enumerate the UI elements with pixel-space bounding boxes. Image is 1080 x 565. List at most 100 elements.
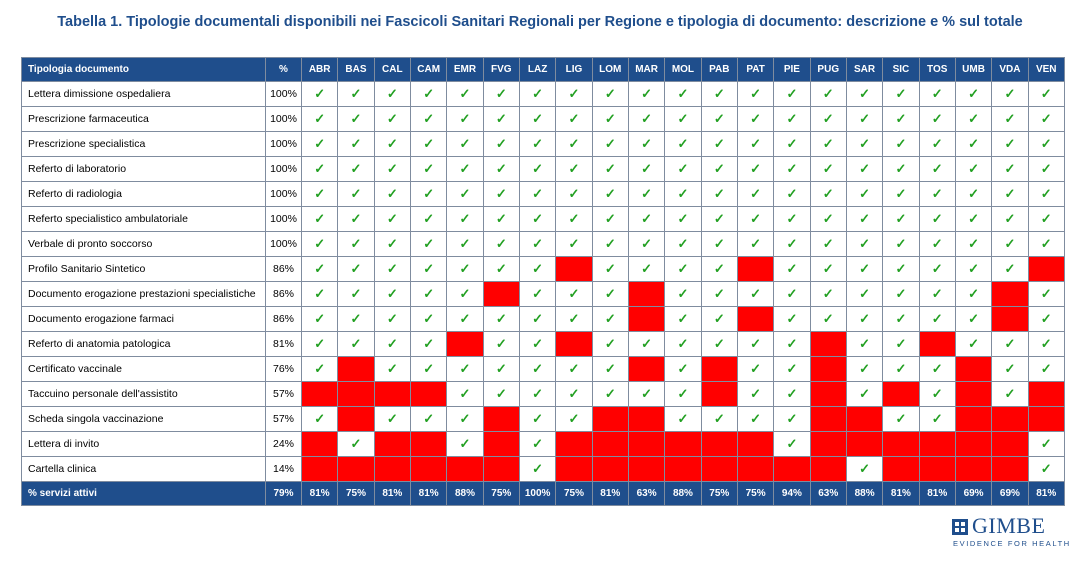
availability-cell-available: ✓ (882, 406, 920, 432)
footer-region-percent: 75% (482, 481, 520, 506)
document-type-percent: 86% (265, 281, 302, 307)
check-icon: ✓ (713, 161, 725, 176)
availability-cell-available: ✓ (773, 156, 811, 182)
check-icon: ✓ (895, 286, 907, 301)
availability-cell-available: ✓ (518, 81, 557, 107)
check-icon: ✓ (786, 436, 798, 451)
availability-cell-available: ✓ (918, 281, 956, 307)
check-icon: ✓ (677, 86, 689, 101)
availability-cell-available: ✓ (300, 131, 339, 157)
availability-cell-available: ✓ (555, 181, 593, 207)
check-icon: ✓ (641, 386, 653, 401)
availability-cell-available: ✓ (664, 231, 702, 257)
check-icon: ✓ (859, 461, 871, 476)
document-type-name: Referto di radiologia (21, 181, 266, 207)
check-icon: ✓ (786, 236, 798, 251)
check-icon: ✓ (822, 261, 834, 276)
availability-cell-available: ✓ (918, 181, 956, 207)
footer-region-percent: 88% (845, 481, 884, 506)
check-icon: ✓ (931, 111, 943, 126)
check-icon: ✓ (495, 386, 507, 401)
check-icon: ✓ (423, 186, 435, 201)
table-row: Referto di anatomia patologica 81% ✓ ✓ ✓ ✓ ✓ ✓ ✓… (21, 331, 1065, 357)
availability-cell-available: ✓ (954, 281, 993, 307)
availability-cell-unavailable (337, 356, 375, 382)
check-icon: ✓ (495, 186, 507, 201)
document-type-name: Lettera di invito (21, 431, 266, 457)
availability-cell-available: ✓ (1027, 181, 1065, 207)
availability-cell-unavailable (700, 456, 738, 482)
table-footer-row: % servizi attivi 79% 81% 75% 81% 81% 88% 75% 1… (21, 481, 1065, 506)
availability-cell-available: ✓ (591, 331, 629, 357)
availability-cell-available: ✓ (518, 406, 557, 432)
document-type-percent: 100% (265, 131, 302, 157)
check-icon: ✓ (968, 311, 980, 326)
availability-cell-available: ✓ (373, 256, 411, 282)
availability-cell-unavailable (991, 406, 1029, 432)
document-type-percent: 86% (265, 306, 302, 332)
check-icon: ✓ (350, 161, 362, 176)
check-icon: ✓ (822, 86, 834, 101)
check-icon: ✓ (895, 186, 907, 201)
availability-cell-available: ✓ (664, 131, 702, 157)
availability-cell-available: ✓ (446, 406, 484, 432)
availability-cell-available: ✓ (809, 81, 847, 107)
availability-cell-unavailable (954, 431, 993, 457)
check-icon: ✓ (750, 161, 762, 176)
table-row: Referto specialistico ambulatoriale 100% ✓… (21, 206, 1065, 232)
availability-cell-unavailable (809, 431, 847, 457)
availability-cell-available: ✓ (337, 281, 375, 307)
check-icon: ✓ (895, 336, 907, 351)
check-icon: ✓ (677, 386, 689, 401)
availability-cell-available: ✓ (482, 256, 520, 282)
availability-cell-available: ✓ (409, 356, 448, 382)
document-type-name: Cartella clinica (21, 456, 266, 482)
check-icon: ✓ (532, 86, 544, 101)
availability-cell-available: ✓ (337, 431, 375, 457)
availability-cell-available: ✓ (555, 306, 593, 332)
availability-cell-available: ✓ (773, 406, 811, 432)
availability-cell-available: ✓ (882, 81, 920, 107)
availability-cell-unavailable (482, 431, 520, 457)
availability-cell-unavailable (300, 381, 339, 407)
availability-cell-available: ✓ (736, 381, 775, 407)
header-region-abr: ABR (300, 57, 339, 82)
availability-cell-unavailable (409, 381, 448, 407)
check-icon: ✓ (568, 386, 580, 401)
header-percent: % (265, 57, 302, 82)
check-icon: ✓ (859, 311, 871, 326)
availability-cell-available: ✓ (845, 156, 884, 182)
footer-region-percent: 75% (736, 481, 775, 506)
availability-cell-available: ✓ (518, 381, 557, 407)
table-row: Profilo Sanitario Sintetico 86% ✓ ✓ ✓ ✓ ✓ ✓ ✓ ✓ ✓ ✓… (21, 256, 1065, 282)
availability-cell-available: ✓ (882, 206, 920, 232)
check-icon: ✓ (314, 286, 326, 301)
check-icon: ✓ (931, 136, 943, 151)
availability-cell-available: ✓ (991, 106, 1029, 132)
availability-cell-available: ✓ (845, 456, 884, 482)
availability-cell-available: ✓ (446, 381, 484, 407)
check-icon: ✓ (750, 386, 762, 401)
availability-cell-available: ✓ (518, 331, 557, 357)
availability-cell-available: ✓ (664, 331, 702, 357)
availability-cell-unavailable (627, 431, 666, 457)
availability-cell-available: ✓ (409, 256, 448, 282)
footer-region-percent: 88% (664, 481, 702, 506)
check-icon: ✓ (532, 136, 544, 151)
check-icon: ✓ (677, 186, 689, 201)
check-icon: ✓ (495, 161, 507, 176)
document-type-name: Verbale di pronto soccorso (21, 231, 266, 257)
table-row: Referto di radiologia 100% ✓ ✓ ✓ ✓ ✓ ✓ ✓ ✓ ✓ ✓ ✓ ✓ ✓ ✓ ✓… (21, 181, 1065, 207)
check-icon: ✓ (822, 111, 834, 126)
availability-cell-available: ✓ (1027, 431, 1065, 457)
availability-cell-available: ✓ (1027, 206, 1065, 232)
availability-cell-available: ✓ (627, 106, 666, 132)
check-icon: ✓ (1040, 136, 1052, 151)
document-type-percent: 81% (265, 331, 302, 357)
check-icon: ✓ (532, 436, 544, 451)
table-row: Certificato vaccinale 76% ✓ ✓ ✓ ✓ ✓ ✓ ✓ ✓ ✓ ✓ ✓ ✓ ✓ ✓ ✓ ✓ (21, 356, 1065, 382)
check-icon: ✓ (350, 286, 362, 301)
header-region-pug: PUG (809, 57, 847, 82)
availability-cell-available: ✓ (845, 181, 884, 207)
logo-tagline: EVIDENCE FOR HEALTH (953, 539, 1071, 548)
